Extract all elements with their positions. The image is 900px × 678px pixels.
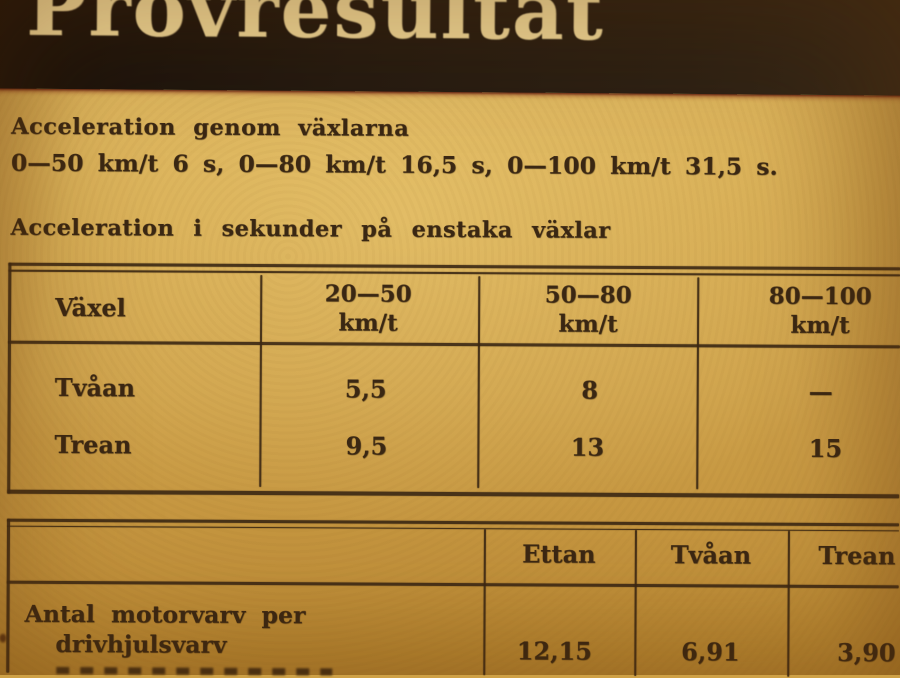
acceleration-per-gear-heading: Acceleration i sekunder på enstaka växla…: [10, 214, 611, 244]
table2-col1-header: Ettan: [522, 539, 596, 569]
table1-column-divider-3: [696, 277, 700, 490]
table1-row2-value3: 15: [808, 433, 843, 464]
table2-column-divider-2: [634, 529, 637, 676]
table2-row1-label-line2: drivhjulsvarv: [55, 629, 227, 659]
acceleration-figures-line: 0—50 km/t 6 s, 0—80 km/t 16,5 s, 0—100 k…: [10, 148, 778, 181]
table1-row1-label: Tvåan: [54, 372, 136, 403]
table1-top-rule-thin: [8, 269, 900, 276]
table2-row1-value3: 3,90: [837, 638, 896, 668]
table2-top-rule-thick: [7, 518, 900, 527]
table1-top-rule-thick: [8, 262, 900, 271]
table2-row1-label-line1: Antal motorvarv per: [24, 599, 306, 630]
table1-col1-unit: km/t: [338, 309, 398, 337]
table1-row1-value2: 8: [581, 375, 599, 405]
table1-col3-unit: km/t: [790, 311, 850, 340]
table2-col2-header: Tvåan: [670, 540, 752, 570]
table2-row1-value2: 6,91: [681, 637, 740, 667]
table1-column-divider-1: [259, 275, 263, 488]
table1-row2-label: Trean: [54, 429, 132, 460]
table1-row1-value3: —: [808, 376, 833, 407]
table2-column-divider-3: [787, 530, 790, 677]
table1-row2-value1: 9,5: [345, 431, 388, 461]
table2-row1-value1: 12,15: [516, 636, 593, 666]
table1-bottom-rule: [7, 489, 900, 498]
table1-col3-range: 80—100: [768, 282, 872, 311]
table2-header-separator: [6, 580, 899, 588]
table2-top-rule-thin: [7, 525, 899, 532]
table1-row1-value1: 5,5: [344, 374, 387, 404]
table1-col1-range: 20—50: [324, 280, 412, 308]
table1-column-divider-2: [477, 276, 481, 489]
table1-header-separator: [7, 340, 900, 348]
table1-corner-header: Växel: [55, 292, 126, 323]
table1-col2-range: 50—80: [544, 281, 632, 309]
table2-left-border: [6, 518, 10, 673]
table1-row2-value2: 13: [570, 432, 605, 462]
acceleration-through-gears-heading: Acceleration genom växlarna: [11, 113, 410, 142]
table1-col2-unit: km/t: [558, 310, 618, 338]
cutoff-text-fragment: [56, 666, 333, 676]
table2-column-divider-1: [483, 529, 486, 676]
table2-col3-header: Trean: [818, 540, 896, 571]
table1-left-border: [7, 262, 11, 494]
